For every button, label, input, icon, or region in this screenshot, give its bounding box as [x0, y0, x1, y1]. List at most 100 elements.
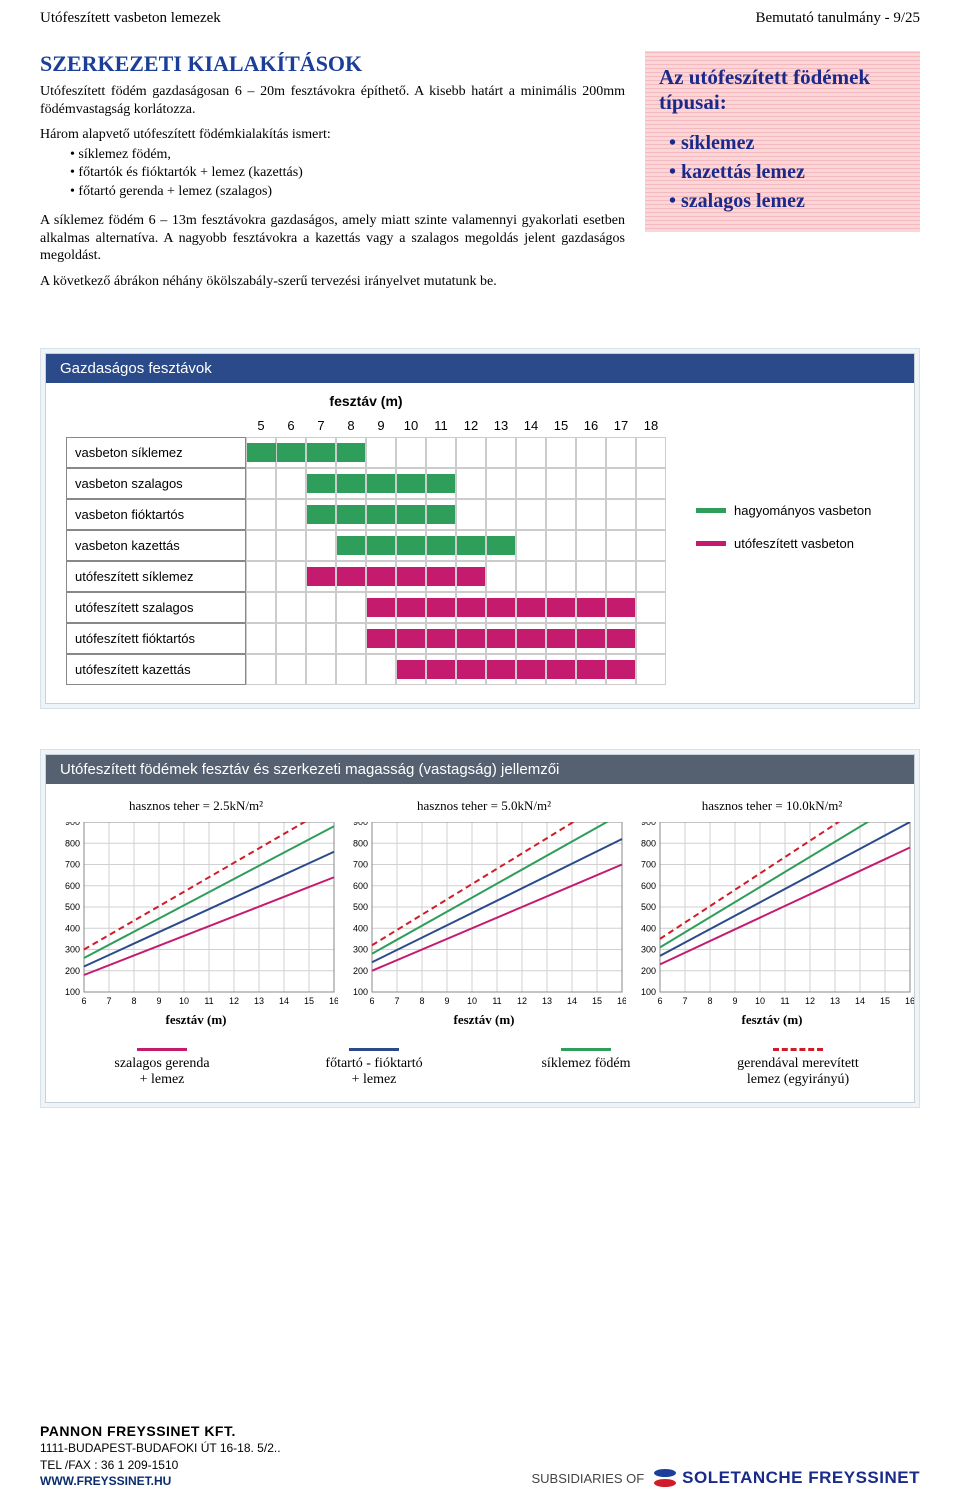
svg-text:500: 500 — [353, 902, 368, 912]
chart1-cell — [336, 561, 366, 592]
header-left: Utófeszített vasbeton lemezek — [40, 10, 221, 27]
svg-text:6: 6 — [369, 996, 374, 1006]
svg-text:700: 700 — [353, 860, 368, 870]
legend-label: hagyományos vasbeton — [734, 503, 871, 518]
svg-text:8: 8 — [419, 996, 424, 1006]
chart1-cell — [276, 623, 306, 654]
chart1-cell — [546, 437, 576, 468]
chart1-cell — [426, 468, 456, 499]
chart1-cell — [576, 499, 606, 530]
chart1-cell — [306, 561, 336, 592]
chart1-xtick: 10 — [396, 415, 426, 437]
chart1-cell — [486, 623, 516, 654]
intro-p4: A következő ábrákon néhány ökölszabály-s… — [40, 273, 625, 291]
chart1-cell — [636, 530, 666, 561]
types-box-item: síklemez — [669, 129, 906, 158]
chart1-cell — [246, 530, 276, 561]
chart1-cell — [276, 437, 306, 468]
svg-text:16: 16 — [905, 996, 914, 1006]
legend-swatch-icon — [137, 1048, 187, 1051]
chart1-cell — [276, 530, 306, 561]
chart2-legend-item: gerendával merevítettlemez (egyirányú) — [698, 1048, 898, 1088]
legend-swatch-icon — [696, 508, 726, 513]
legend-label: + lemez — [62, 1072, 262, 1088]
types-box-item: kazettás lemez — [669, 158, 906, 187]
chart1-cell — [546, 654, 576, 685]
chart1-cell — [396, 530, 426, 561]
chart1-cell — [636, 592, 666, 623]
chart1-cell — [366, 499, 396, 530]
chart1-xlabel: fesztáv (m) — [66, 393, 666, 409]
legend-label: utófeszített vasbeton — [734, 536, 854, 551]
chart1-xtick: 15 — [546, 415, 576, 437]
chart1-cell — [636, 654, 666, 685]
legend-label: szalagos gerenda — [62, 1056, 262, 1072]
svg-text:8: 8 — [707, 996, 712, 1006]
svg-text:14: 14 — [855, 996, 865, 1006]
chart1-row-label: utófeszített kazettás — [66, 654, 246, 685]
chart1-cell — [306, 437, 336, 468]
chart1-xtick: 13 — [486, 415, 516, 437]
chart1-xtick: 12 — [456, 415, 486, 437]
page-header: Utófeszített vasbeton lemezek Bemutató t… — [0, 0, 960, 31]
chart1-cell — [576, 530, 606, 561]
svg-text:800: 800 — [641, 838, 656, 848]
chart1-cell — [276, 592, 306, 623]
svg-text:6: 6 — [81, 996, 86, 1006]
legend-label: gerendával merevített — [698, 1056, 898, 1072]
svg-text:700: 700 — [65, 860, 80, 870]
chart1-cell — [306, 654, 336, 685]
chart1-cell — [306, 530, 336, 561]
svg-text:400: 400 — [65, 923, 80, 933]
chart1-legend-item: hagyományos vasbeton — [696, 503, 894, 518]
chart1-cell — [246, 592, 276, 623]
chart1-row-label: utófeszített síklemez — [66, 561, 246, 592]
chart1-cell — [426, 654, 456, 685]
svg-text:10: 10 — [467, 996, 477, 1006]
svg-text:12: 12 — [229, 996, 239, 1006]
legend-label: + lemez — [274, 1072, 474, 1088]
chart2-xlabel: fesztáv (m) — [632, 1012, 912, 1028]
chart1-xtick: 18 — [636, 415, 666, 437]
chart2-panel: hasznos teher = 10.0kN/m²100200300400500… — [632, 798, 912, 1028]
chart1-cell — [516, 437, 546, 468]
chart1-cell — [606, 654, 636, 685]
chart1-cell — [486, 437, 516, 468]
svg-text:400: 400 — [641, 923, 656, 933]
chart1-cell — [456, 654, 486, 685]
footer-left: PANNON FREYSSINET KFT. 1111-BUDAPEST-BUD… — [40, 1422, 281, 1489]
footer-brand: SOLETANCHE FREYSSINET — [682, 1468, 920, 1488]
svg-text:12: 12 — [517, 996, 527, 1006]
legend-label: főtartó - fióktartó — [274, 1056, 474, 1072]
chart2-svg: 1002003004005006007008009006789101112131… — [632, 818, 914, 1010]
chart2-xlabel: fesztáv (m) — [56, 1012, 336, 1028]
chart1-cell — [246, 623, 276, 654]
chart2-legend-item: főtartó - fióktartó+ lemez — [274, 1048, 474, 1088]
svg-text:9: 9 — [156, 996, 161, 1006]
svg-text:7: 7 — [106, 996, 111, 1006]
svg-text:13: 13 — [254, 996, 264, 1006]
svg-text:200: 200 — [65, 966, 80, 976]
chart1-cell — [426, 623, 456, 654]
chart1-cell — [246, 468, 276, 499]
chart1-row-label: vasbeton szalagos — [66, 468, 246, 499]
chart2-legend-item: síklemez födém — [486, 1048, 686, 1088]
chart1-cell — [396, 437, 426, 468]
chart1-cell — [336, 468, 366, 499]
svg-text:14: 14 — [567, 996, 577, 1006]
chart1-cell — [456, 623, 486, 654]
chart1-cell — [426, 499, 456, 530]
chart1-cell — [426, 592, 456, 623]
chart1-cell — [546, 530, 576, 561]
chart1-cell — [606, 592, 636, 623]
legend-swatch-icon — [773, 1048, 823, 1051]
chart2-xlabel: fesztáv (m) — [344, 1012, 624, 1028]
legend-swatch-icon — [696, 541, 726, 546]
chart1-cell — [366, 468, 396, 499]
chart1-cell — [606, 468, 636, 499]
svg-text:600: 600 — [353, 881, 368, 891]
chart1-cell — [246, 654, 276, 685]
chart1-title: Gazdaságos fesztávok — [46, 354, 914, 383]
chart1-xtick: 7 — [306, 415, 336, 437]
header-right: Bemutató tanulmány - 9/25 — [755, 10, 920, 27]
